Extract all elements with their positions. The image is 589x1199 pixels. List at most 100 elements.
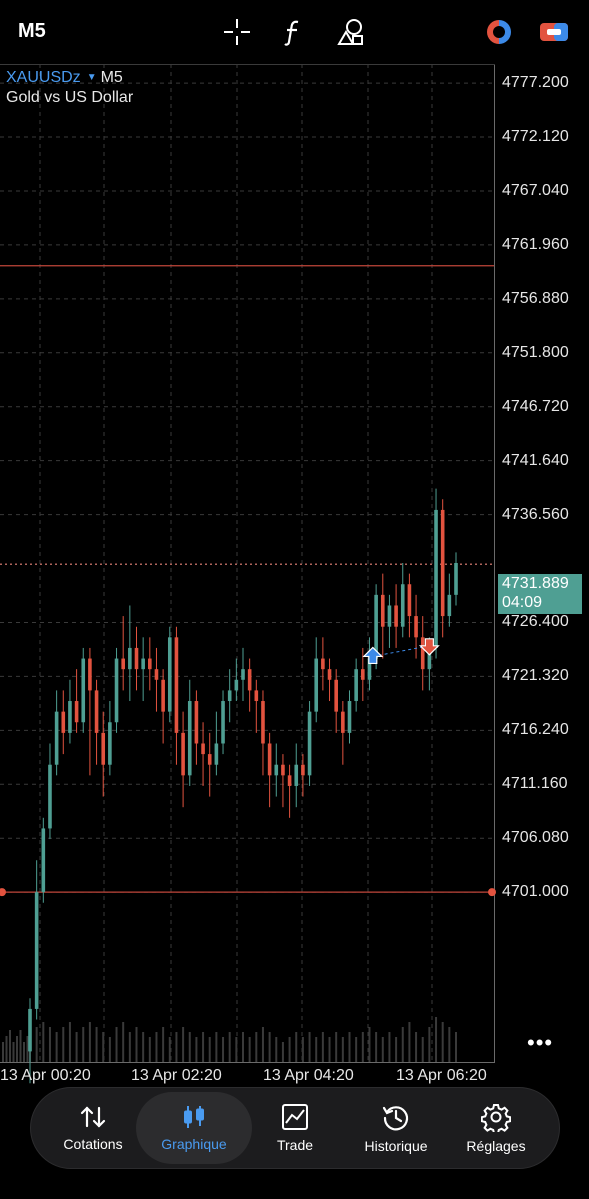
- trade-connector: [372, 645, 430, 657]
- volume-bar: [23, 1042, 25, 1062]
- price-tick-label: 4761.960: [502, 235, 569, 253]
- candle-body: [221, 701, 225, 744]
- candle-body: [154, 669, 159, 680]
- volume-bar: [295, 1032, 298, 1062]
- candle-body: [347, 701, 352, 733]
- nav-label: Cotations: [63, 1136, 123, 1152]
- crosshair-icon[interactable]: [219, 14, 255, 50]
- nav-label: Graphique: [161, 1136, 227, 1152]
- volume-bar: [208, 1037, 211, 1062]
- volume-bar: [142, 1032, 145, 1062]
- settings-icon: [481, 1104, 511, 1132]
- volume-bar: [222, 1037, 225, 1062]
- volume-bar: [448, 1027, 451, 1062]
- candle-body: [414, 616, 418, 638]
- candle-body: [247, 669, 252, 691]
- candle-body: [254, 690, 259, 702]
- one-click-trading-icon[interactable]: [481, 14, 517, 50]
- nav-item-quotes[interactable]: Cotations: [43, 1088, 143, 1168]
- volume-bar: [401, 1027, 404, 1062]
- trade-markers: [362, 638, 440, 665]
- volume-bar: [175, 1032, 178, 1062]
- volume-bar: [235, 1037, 238, 1062]
- volume-bar: [421, 1037, 424, 1062]
- volume-bar: [315, 1037, 318, 1062]
- candle-body: [227, 690, 232, 702]
- candle-body: [174, 637, 179, 733]
- objects-icon[interactable]: [333, 14, 369, 50]
- candle-body: [274, 764, 279, 776]
- candle-body: [141, 658, 145, 670]
- candle-body: [161, 679, 165, 712]
- candle-body: [287, 775, 292, 786]
- candle-body: [167, 637, 172, 712]
- volume-bar: [341, 1037, 344, 1062]
- sell-arrow-icon: [418, 638, 440, 656]
- more-options-icon[interactable]: •••: [527, 1030, 554, 1055]
- volume-bar: [82, 1027, 85, 1062]
- volume-bar: [9, 1030, 11, 1062]
- bottom-navigation: Cotations Graphique Trade Historique Rég…: [30, 1087, 560, 1169]
- candle-body: [380, 594, 385, 627]
- volume-bar: [155, 1032, 158, 1062]
- candle-body: [81, 658, 86, 723]
- price-chart[interactable]: [0, 0, 589, 1090]
- price-tick-label: 4726.400: [502, 613, 569, 631]
- nav-item-chart[interactable]: Graphique: [136, 1092, 252, 1164]
- candle-body: [334, 679, 338, 712]
- current-price-value: 4731.889: [502, 575, 569, 592]
- time-tick-label: 13 Apr 04:20: [263, 1067, 354, 1084]
- candle-body: [134, 647, 139, 670]
- candle-body: [354, 669, 358, 702]
- volume-bar: [248, 1037, 251, 1062]
- bar-countdown: 04:09: [502, 594, 543, 611]
- volume-bar: [95, 1027, 98, 1062]
- candle-body: [94, 690, 99, 733]
- price-tick-label: 4711.160: [502, 775, 568, 793]
- candle-body: [321, 658, 325, 670]
- volume-bar: [108, 1037, 111, 1062]
- volume-bar: [381, 1037, 384, 1062]
- volume-bar: [35, 1027, 38, 1062]
- candle-body: [68, 701, 72, 733]
- nav-item-settings[interactable]: Réglages: [446, 1088, 546, 1168]
- timeframe-button[interactable]: M5: [18, 20, 46, 42]
- chevron-down-icon[interactable]: ▼: [86, 72, 97, 83]
- level-handle-left: [0, 888, 6, 897]
- candle-body: [267, 743, 272, 776]
- candle-body: [447, 594, 452, 617]
- candle-body: [374, 594, 378, 659]
- nav-item-history[interactable]: Historique: [346, 1088, 446, 1168]
- candle-body: [108, 722, 112, 765]
- volume-bar: [75, 1032, 78, 1062]
- symbol-label[interactable]: XAUUSDz ▼ M5: [6, 69, 123, 87]
- candle-body: [281, 764, 285, 776]
- volume-bar: [395, 1037, 398, 1062]
- nav-label: Réglages: [466, 1138, 526, 1154]
- volume-bar: [202, 1032, 205, 1062]
- volume-bars: [2, 1017, 457, 1062]
- trade-icon: [282, 1104, 308, 1130]
- volume-bar: [182, 1027, 185, 1062]
- volume-bar: [348, 1032, 351, 1062]
- volume-bar: [435, 1017, 438, 1062]
- account-toggle-icon[interactable]: [536, 14, 572, 50]
- candle-body: [234, 679, 239, 691]
- price-tick-label: 4751.800: [502, 343, 569, 361]
- volume-bar: [55, 1032, 58, 1062]
- price-tick-label: 4716.240: [502, 721, 569, 739]
- candle-body: [341, 711, 345, 733]
- candle-body: [241, 669, 245, 680]
- function-icon[interactable]: [275, 14, 311, 50]
- candle-body: [54, 711, 59, 765]
- price-tick-label: 4746.720: [502, 397, 569, 415]
- volume-bar: [242, 1032, 244, 1062]
- candle-body: [434, 509, 438, 648]
- candle-body: [314, 658, 319, 712]
- nav-item-trade[interactable]: Trade: [245, 1088, 345, 1168]
- volume-bar: [255, 1032, 258, 1062]
- price-tick-label: 4767.040: [502, 181, 569, 199]
- volume-bar: [321, 1032, 324, 1062]
- symbol-name[interactable]: XAUUSDz: [6, 69, 81, 86]
- candle-body: [194, 701, 199, 744]
